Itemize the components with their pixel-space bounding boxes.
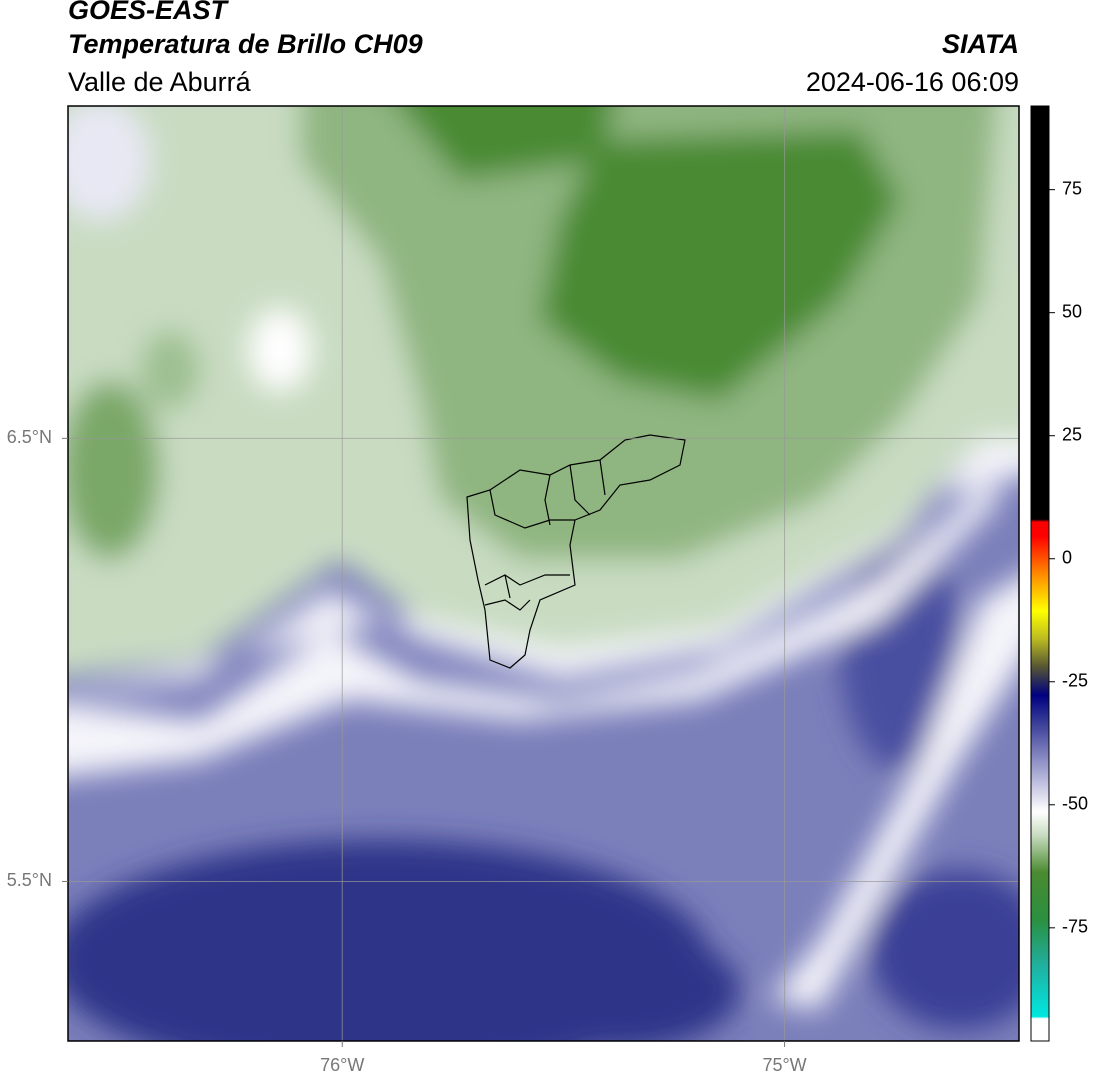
colorbar-tick-label: 50	[1062, 301, 1082, 321]
satellite-image	[68, 106, 1019, 1041]
x-tick-label: 76°W	[320, 1055, 364, 1075]
colorbar-tick-label: -50	[1062, 794, 1088, 814]
datetime: 2024-06-16 06:09	[806, 67, 1019, 97]
colorbar-tick-label: 25	[1062, 424, 1082, 444]
region: Valle de Aburrá	[68, 67, 252, 97]
source: SIATA	[942, 29, 1019, 59]
y-tick-label: 5.5°N	[7, 870, 52, 890]
colorbar-tick-label: -75	[1062, 917, 1088, 937]
colorbar-tick-label: -25	[1062, 671, 1088, 691]
subtitle: Temperatura de Brillo CH09	[68, 29, 423, 59]
colorbar-tick-label: 0	[1062, 547, 1072, 567]
x-tick-label: 75°W	[762, 1055, 806, 1075]
title: GOES-EAST	[68, 0, 230, 25]
y-tick-label: 6.5°N	[7, 427, 52, 447]
colorbar-tick-label: 75	[1062, 178, 1082, 198]
map-frame	[67, 105, 1020, 1042]
colorbar	[1030, 105, 1050, 1042]
